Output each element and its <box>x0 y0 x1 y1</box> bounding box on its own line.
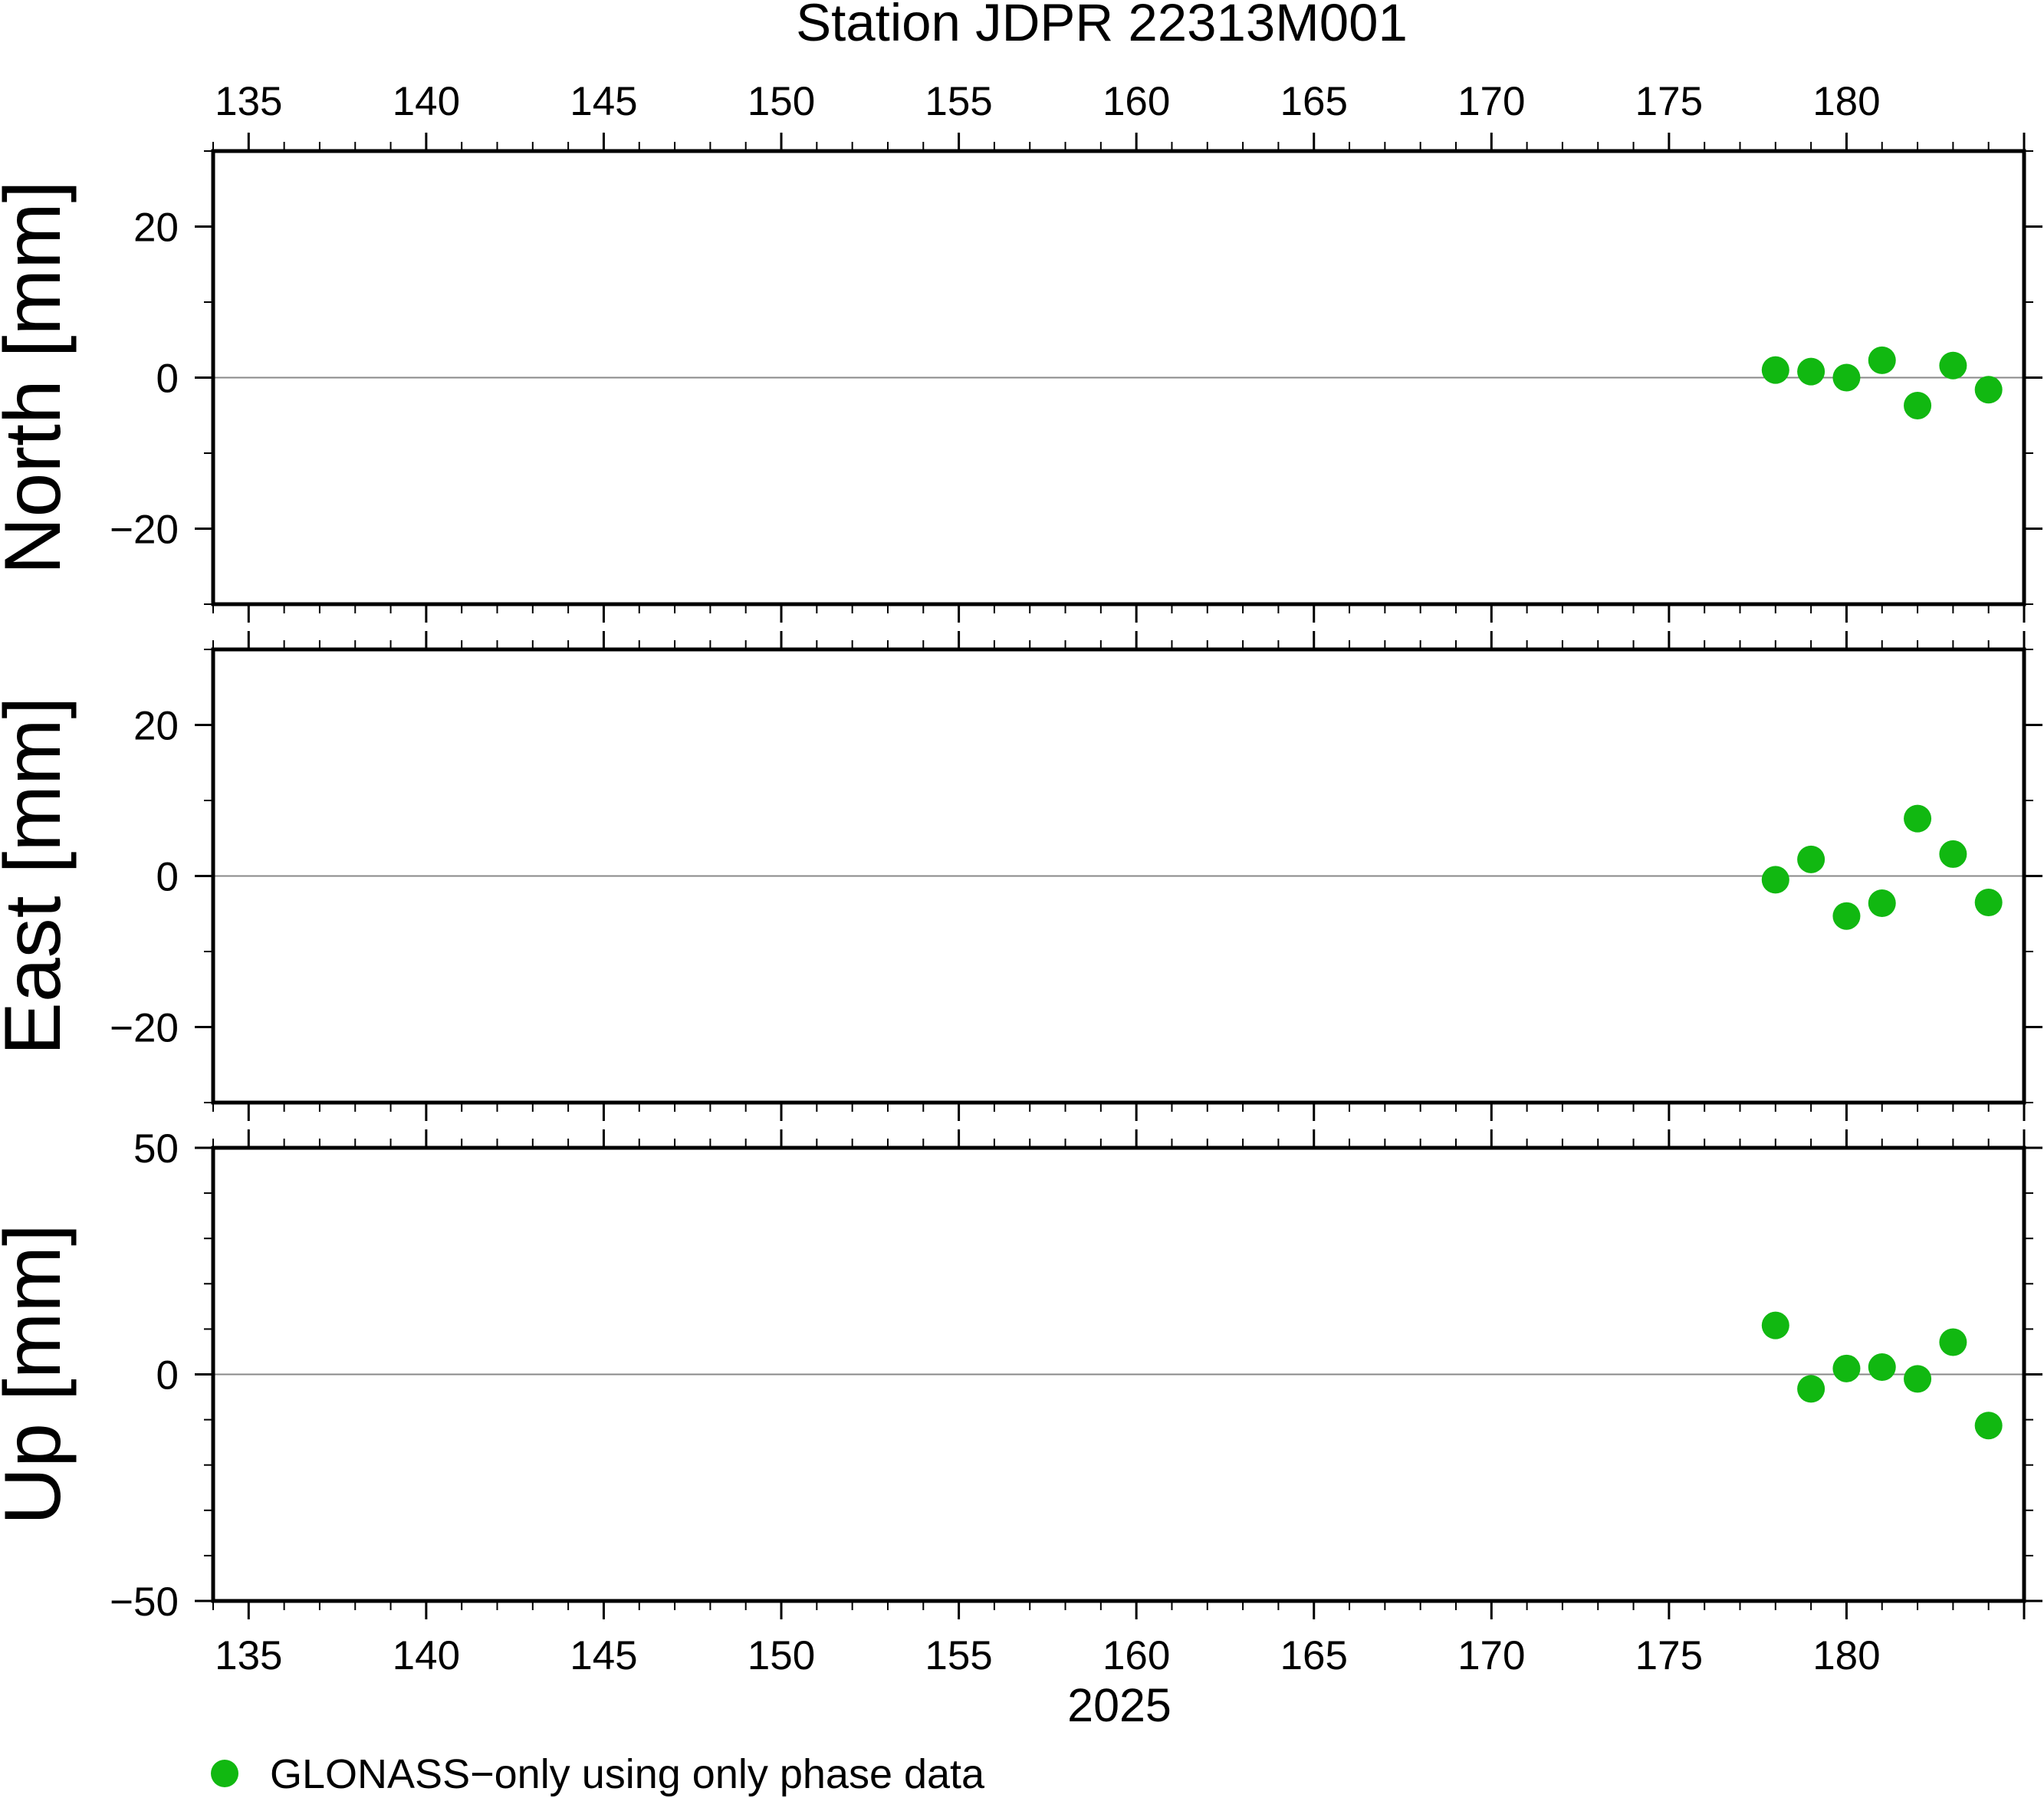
up-data-point <box>1974 1412 2003 1440</box>
bottom-x-tick-label: 160 <box>1103 1633 1170 1678</box>
top-x-tick-label: 140 <box>393 79 460 124</box>
legend-label: GLONASS−only using only phase data <box>270 1751 985 1797</box>
bottom-x-tick-label: 180 <box>1812 1633 1880 1678</box>
north-y-tick-label: 20 <box>133 205 179 251</box>
north-data-point <box>1868 346 1896 374</box>
chart-title: Station JDPR 22313M001 <box>796 0 1408 52</box>
north-data-point <box>1797 357 1825 386</box>
up-data-point <box>1761 1311 1789 1339</box>
east-y-tick-label: −20 <box>110 1006 179 1051</box>
bottom-x-tick-label: 175 <box>1635 1633 1703 1678</box>
north-frame <box>211 149 2026 606</box>
east-y-tick-label: 0 <box>156 855 179 900</box>
top-x-tick-label: 135 <box>215 79 282 124</box>
top-x-axis: 135 140 145 150 155 160 165 170 175 180 <box>215 79 1881 124</box>
north-data-point <box>1939 351 1967 380</box>
up-data-point <box>1939 1328 1967 1356</box>
x-axis-label: 2025 <box>1067 1679 1172 1731</box>
north-y-tick-label: 0 <box>156 357 179 402</box>
east-frame <box>211 647 2026 1105</box>
panels-group: 20 0 −20 North [mm] 20 0 −20 East [mm] 50 0 −50 Up … <box>0 133 2042 1625</box>
panel-north: 20 0 −20 North [mm] <box>0 133 2042 623</box>
up-y-tick-label: 0 <box>156 1353 179 1399</box>
up-data-point <box>1832 1354 1861 1382</box>
top-x-tick-label: 165 <box>1280 79 1348 124</box>
north-data-point <box>1974 376 2003 404</box>
bottom-x-tick-label: 140 <box>393 1633 460 1678</box>
north-data-point <box>1832 363 1861 392</box>
bottom-x-tick-label: 135 <box>215 1633 282 1678</box>
bottom-x-tick-label: 150 <box>748 1633 815 1678</box>
north-y-axis-label: North [mm] <box>0 180 77 574</box>
up-y-axis-label: Up [mm] <box>0 1224 77 1525</box>
east-data-point <box>1939 840 1967 868</box>
top-x-tick-label: 160 <box>1103 79 1170 124</box>
legend: GLONASS−only using only phase data <box>211 1751 985 1797</box>
bottom-x-tick-label: 170 <box>1457 1633 1525 1678</box>
up-y-tick-label: −50 <box>110 1579 179 1625</box>
bottom-x-axis: 135 140 145 150 155 160 165 170 175 180 <box>215 1633 1881 1678</box>
east-data-point <box>1797 845 1825 873</box>
east-data-point <box>1761 866 1789 894</box>
bottom-x-tick-label: 165 <box>1280 1633 1348 1678</box>
east-data-point <box>1974 888 2003 916</box>
north-data-point <box>1761 356 1789 384</box>
north-data-point <box>1904 391 1932 419</box>
top-x-tick-label: 145 <box>570 79 637 124</box>
east-data-point <box>1868 889 1896 917</box>
east-data-point <box>1904 804 1932 833</box>
up-y-tick-label: 50 <box>133 1126 179 1172</box>
top-x-tick-label: 155 <box>925 79 992 124</box>
east-y-tick-label: 20 <box>133 704 179 749</box>
east-y-axis-label: East [mm] <box>0 696 77 1055</box>
east-data-point <box>1832 902 1861 930</box>
top-x-tick-label: 170 <box>1457 79 1525 124</box>
top-x-tick-label: 150 <box>748 79 815 124</box>
up-data-point <box>1797 1375 1825 1403</box>
north-y-tick-label: −20 <box>110 508 179 553</box>
panel-east: 20 0 −20 East [mm] <box>0 631 2042 1121</box>
up-data-point <box>1868 1353 1896 1382</box>
top-x-tick-label: 175 <box>1635 79 1703 124</box>
bottom-x-tick-label: 145 <box>570 1633 637 1678</box>
bottom-x-tick-label: 155 <box>925 1633 992 1678</box>
top-x-tick-label: 180 <box>1812 79 1880 124</box>
up-frame <box>211 1146 2026 1603</box>
legend-marker <box>211 1760 238 1787</box>
up-data-point <box>1904 1365 1932 1393</box>
panel-up: 50 0 −50 Up [mm] <box>0 1126 2042 1625</box>
